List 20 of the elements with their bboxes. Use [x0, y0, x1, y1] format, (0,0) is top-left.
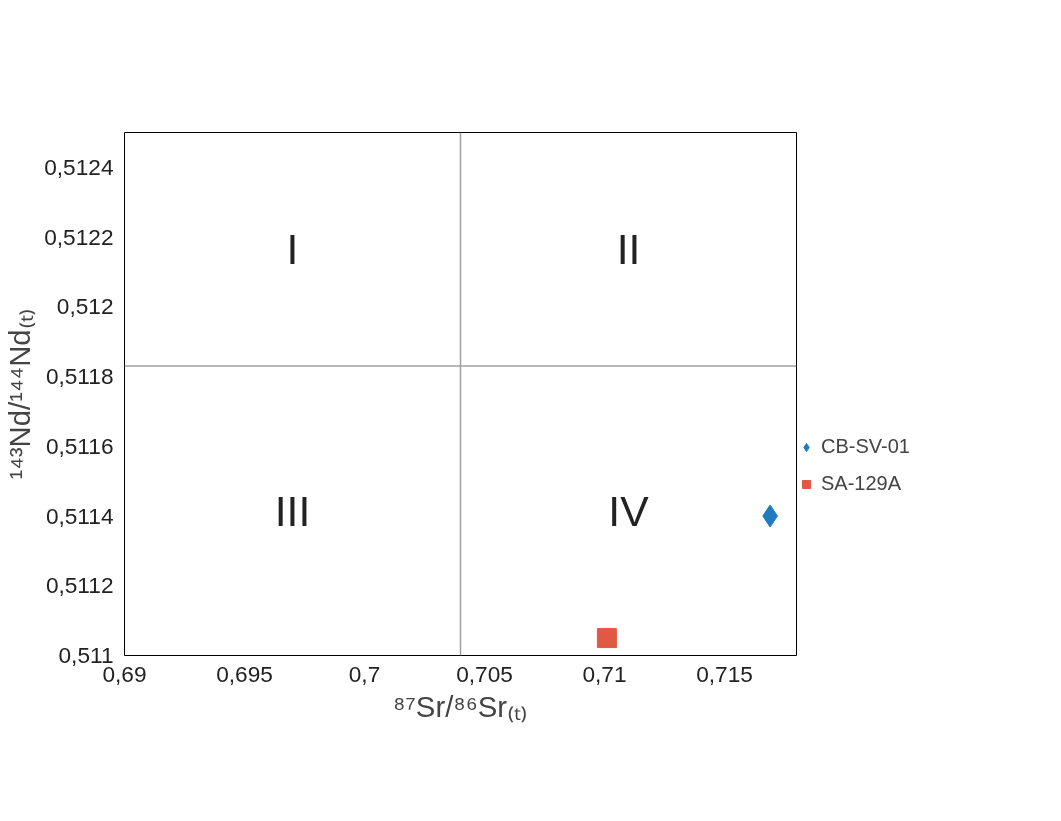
y-tick-label: 0,5116: [45, 432, 114, 459]
y-tick-label: 0,512: [56, 293, 114, 320]
annotation: III: [274, 486, 311, 535]
y-tick-label: 0,5114: [45, 502, 114, 529]
x-axis-title: ⁸⁷Sr/⁸⁶Sr₍ₜ₎: [392, 689, 529, 723]
x-tick-label: 0,695: [216, 660, 273, 687]
x-tick-label: 0,71: [582, 660, 627, 687]
y-axis-title: ¹⁴³Nd/¹⁴⁴Nd₍ₜ₎: [3, 308, 37, 480]
legend-label: SA-129A: [821, 472, 902, 495]
annotation: II: [616, 225, 641, 274]
legend-label: CB-SV-01: [821, 435, 910, 458]
y-tick-label: 0,5112: [45, 572, 114, 599]
annotation: I: [286, 225, 299, 274]
annotation: IV: [608, 486, 650, 535]
y-tick-label: 0,5122: [44, 223, 114, 250]
x-tick-label: 0,715: [696, 660, 753, 687]
y-tick-label: 0,5124: [44, 153, 114, 180]
x-tick-label: 0,7: [348, 660, 381, 687]
y-tick-label: 0,5118: [45, 363, 114, 390]
x-tick-label: 0,705: [456, 660, 513, 687]
